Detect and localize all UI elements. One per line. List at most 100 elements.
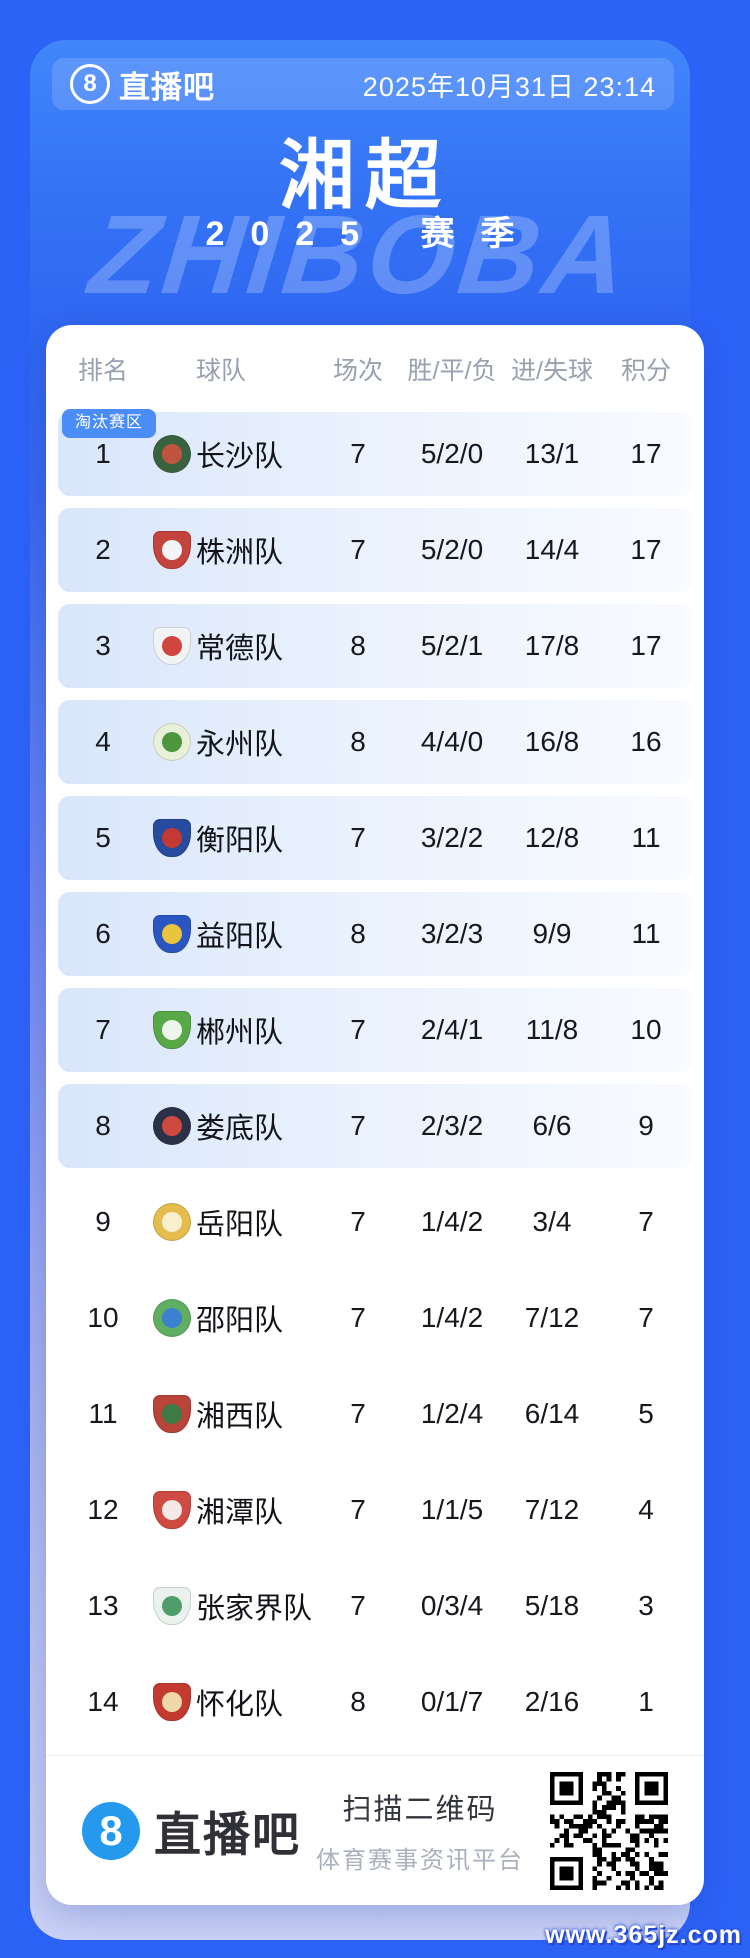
table-row: 5 衡阳队 7 3/2/2 12/8 11: [58, 796, 692, 880]
team-name-cell: 岳阳队: [196, 1209, 284, 1241]
goals-cell: 7/12: [524, 1302, 580, 1333]
footer-bar: 8 直播吧 扫描二维码 体育赛事资讯平台: [46, 1755, 704, 1905]
scan-hint-label: 扫描二维码: [342, 1794, 498, 1826]
rank-cell: 11: [88, 1398, 118, 1429]
team-name-cell: 张家界队: [196, 1593, 313, 1625]
team-name-cell: 郴州队: [196, 1017, 284, 1049]
played-cell: 7: [350, 1110, 366, 1141]
played-cell: 7: [350, 438, 366, 469]
platform-label: 体育赛事资讯平台: [316, 1847, 524, 1874]
rank-cell: 1: [95, 438, 111, 469]
table-row: 3 常德队 8 5/2/1 17/8 17: [58, 604, 692, 688]
points-cell: 5: [638, 1398, 654, 1429]
wdl-cell: 5/2/1: [420, 630, 484, 661]
goals-cell: 6/6: [532, 1110, 572, 1141]
table-row: 4 永州队 8 4/4/0 16/8 16: [58, 700, 692, 784]
points-cell: 1: [638, 1686, 654, 1717]
site-watermark: www.365jz.com: [545, 1921, 742, 1949]
played-cell: 7: [350, 1398, 366, 1429]
team-name-cell: 湘潭队: [196, 1497, 284, 1529]
table-row: 8 娄底队 7 2/3/2 6/6 9: [58, 1084, 692, 1168]
team-logo-icon: [153, 531, 191, 569]
team-logo-icon: [153, 819, 191, 857]
team-logo-icon: [153, 435, 191, 473]
goals-cell: 5/18: [524, 1590, 580, 1621]
standings-card: 排名 球队 场次 胜/平/负 进/失球 积分 淘汰赛区 1 长沙队 7 5/2/…: [46, 325, 704, 1905]
goals-cell: 2/16: [524, 1686, 580, 1717]
table-row: 12 湘潭队 7 1/1/5 7/12 4: [58, 1468, 692, 1552]
played-cell: 7: [350, 1590, 366, 1621]
col-points: 积分: [620, 356, 671, 385]
goals-cell: 16/8: [524, 726, 580, 757]
team-logo-icon: [153, 1107, 191, 1145]
wdl-cell: 5/2/0: [420, 438, 484, 469]
team-name-cell: 邵阳队: [196, 1305, 284, 1337]
wdl-cell: 1/2/4: [420, 1398, 484, 1429]
rank-cell: 7: [95, 1014, 111, 1045]
points-cell: 10: [630, 1014, 662, 1045]
team-logo-icon: [153, 1395, 191, 1433]
points-cell: 17: [630, 438, 662, 469]
rank-cell: 10: [87, 1302, 119, 1333]
played-cell: 7: [350, 1206, 366, 1237]
wdl-cell: 3/2/3: [420, 918, 484, 949]
zhibo8-icon: 8: [70, 64, 110, 104]
table-row: 10 邵阳队 7 1/4/2 7/12 7: [58, 1276, 692, 1360]
points-cell: 16: [630, 726, 662, 757]
wdl-cell: 0/3/4: [420, 1590, 484, 1621]
played-cell: 8: [350, 1686, 366, 1717]
wdl-cell: 5/2/0: [420, 534, 484, 565]
points-cell: 17: [630, 534, 662, 565]
played-cell: 7: [350, 1302, 366, 1333]
played-cell: 7: [350, 1014, 366, 1045]
wdl-cell: 1/1/5: [420, 1494, 484, 1525]
team-logo-icon: [153, 1011, 191, 1049]
qr-code: [550, 1771, 668, 1890]
points-cell: 17: [630, 630, 662, 661]
points-cell: 11: [631, 918, 661, 949]
goals-cell: 11/8: [525, 1014, 579, 1045]
team-logo-icon: [153, 1203, 191, 1241]
team-logo-icon: [153, 1587, 191, 1625]
played-cell: 7: [350, 1494, 366, 1525]
wdl-cell: 0/1/7: [420, 1686, 484, 1717]
team-name-cell: 益阳队: [196, 921, 284, 953]
zhibo8-icon: 8: [82, 1801, 140, 1860]
team-name-cell: 怀化队: [196, 1689, 284, 1721]
goals-cell: 14/4: [524, 534, 580, 565]
team-name-cell: 永州队: [196, 729, 284, 761]
rank-cell: 8: [95, 1110, 111, 1141]
played-cell: 8: [350, 726, 366, 757]
rank-cell: 2: [95, 534, 111, 565]
rank-cell: 5: [95, 822, 111, 853]
team-logo-icon: [153, 723, 191, 761]
points-cell: 3: [638, 1590, 654, 1621]
goals-cell: 13/1: [524, 438, 580, 469]
played-cell: 8: [350, 630, 366, 661]
col-rank: 排名: [77, 356, 128, 385]
table-row: 9 岳阳队 7 1/4/2 3/4 7: [58, 1180, 692, 1264]
zone-badge: 淘汰赛区: [62, 409, 157, 438]
page-title: 湘超: [279, 134, 451, 219]
team-logo-icon: [153, 1683, 191, 1721]
team-logo-icon: [153, 915, 191, 953]
poster-card: 8 直播吧 2025年10月31日 23:14 ZHIBOBA 湘超 2025 …: [30, 40, 704, 1940]
table-row: 6 益阳队 8 3/2/3 9/9 11: [58, 892, 692, 976]
season-subtitle: 2025 赛季: [205, 215, 541, 253]
wdl-cell: 2/3/2: [420, 1110, 484, 1141]
standings-rows: 淘汰赛区 1 长沙队 7 5/2/0 13/1 17 2 株洲队 7 5/2/0…: [46, 409, 704, 1744]
points-cell: 7: [638, 1206, 654, 1237]
footer-brand-name: 直播吧: [154, 1808, 301, 1861]
footer-scan-block: 扫描二维码 体育赛事资讯平台: [316, 1786, 524, 1875]
rank-cell: 14: [87, 1686, 119, 1717]
rank-cell: 3: [95, 630, 111, 661]
col-team: 球队: [196, 356, 247, 385]
points-cell: 7: [638, 1302, 654, 1333]
table-row: 2 株洲队 7 5/2/0 14/4 17: [58, 508, 692, 592]
col-wdl: 胜/平/负: [407, 356, 497, 385]
played-cell: 8: [350, 918, 366, 949]
rank-cell: 9: [95, 1206, 111, 1237]
points-cell: 4: [638, 1494, 654, 1525]
table-row: 淘汰赛区 1 长沙队 7 5/2/0 13/1 17: [58, 409, 692, 496]
